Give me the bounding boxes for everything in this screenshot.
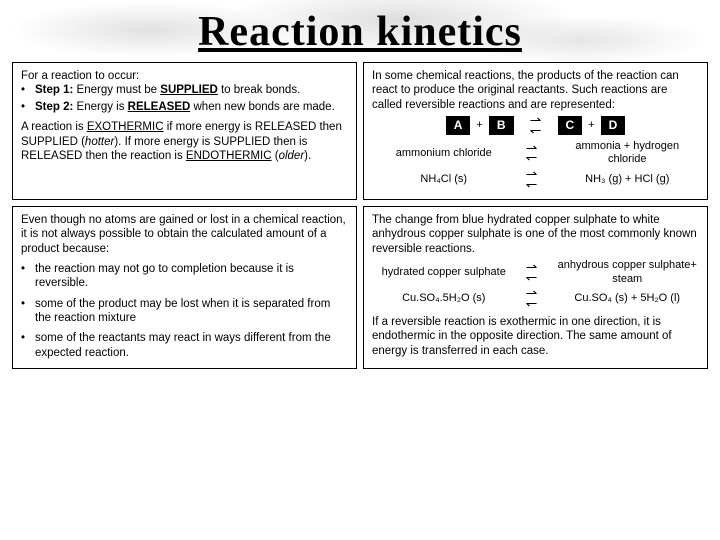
outro-text: If a reversible reaction is exothermic i…: [372, 315, 699, 358]
reversible-arrow-icon: [516, 289, 548, 309]
equation-words: hydrated copper sulphate anhydrous coppe…: [372, 259, 699, 287]
list-item: •some of the product may be lost when it…: [21, 297, 348, 326]
equation-words: ammonium chloride ammonia + hydrogen chl…: [372, 140, 699, 168]
box-reaction-steps: For a reaction to occur: • Step 1: Energ…: [12, 62, 357, 200]
list-item: • Step 2: Energy is RELEASED when new bo…: [21, 100, 348, 114]
intro-text: The change from blue hydrated copper sul…: [372, 213, 699, 256]
equation-formula: NH₄Cl (s) NH₃ (g) + HCl (g): [372, 170, 699, 190]
reversible-arrow-icon: [516, 144, 548, 164]
exo-endo-para: A reaction is EXOTHERMIC if more energy …: [21, 120, 348, 163]
box-copper-sulphate: The change from blue hydrated copper sul…: [363, 206, 708, 369]
intro-text: For a reaction to occur:: [21, 69, 348, 83]
reversible-arrow-icon: [516, 263, 548, 283]
reversible-arrow-icon: [520, 116, 552, 136]
list-item: • Step 1: Energy must be SUPPLIED to bre…: [21, 83, 348, 97]
list-item: •some of the reactants may react in ways…: [21, 331, 348, 360]
reversible-arrow-icon: [516, 170, 548, 190]
page-title: Reaction kinetics: [0, 0, 720, 56]
content-grid: For a reaction to occur: • Step 1: Energ…: [0, 56, 720, 379]
box-reversible-intro: In some chemical reactions, the products…: [363, 62, 708, 200]
intro-text: Even though no atoms are gained or lost …: [21, 213, 348, 256]
equation-formula: Cu.SO₄.5H₂O (s) Cu.SO₄ (s) + 5H₂O (l): [372, 289, 699, 309]
box-yield-limits: Even though no atoms are gained or lost …: [12, 206, 357, 369]
intro-text: In some chemical reactions, the products…: [372, 69, 699, 112]
list-item: •the reaction may not go to completion b…: [21, 262, 348, 291]
equation-abcd: A + B C + D: [372, 116, 699, 136]
